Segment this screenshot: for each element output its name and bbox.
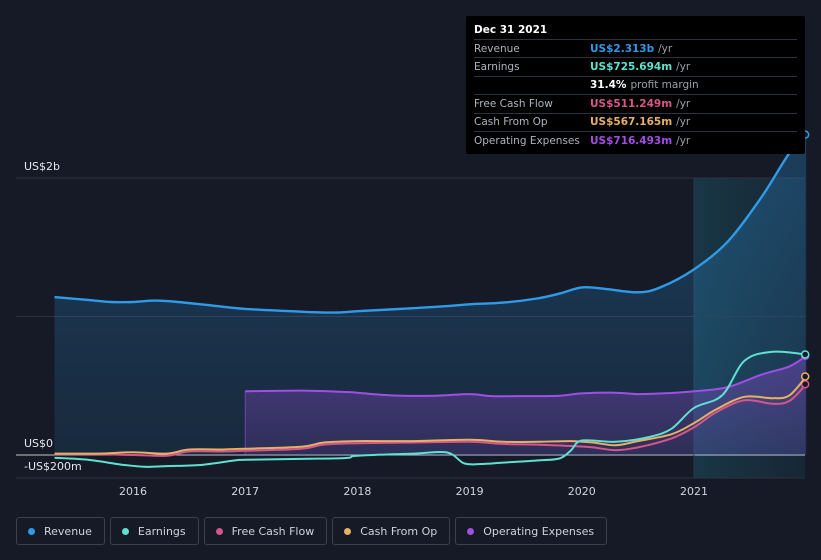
legend-dot-icon	[28, 527, 35, 535]
legend-dot-icon	[344, 527, 352, 535]
legend-item-revenue[interactable]: Revenue	[16, 517, 105, 545]
tooltip-value: US$511.249m	[590, 97, 673, 110]
legend-label: Earnings	[137, 524, 186, 538]
tooltip-value: US$2.313b	[590, 42, 655, 55]
tooltip-unit: /yr	[676, 134, 691, 147]
x-tick-label: 2017	[231, 485, 259, 498]
tooltip-unit: /yr	[658, 42, 673, 55]
tooltip-value: US$725.694m	[590, 61, 673, 74]
x-tick-label: 2019	[456, 485, 484, 498]
revenue-area	[54, 134, 807, 455]
legend-item-cash-from-op[interactable]: Cash From Op	[332, 517, 451, 545]
legend-dot-icon	[215, 527, 223, 535]
earnings-line	[54, 350, 807, 468]
tooltip-unit: /yr	[676, 116, 691, 129]
revenue-line	[54, 133, 808, 314]
tooltip-unit: profit margin	[630, 79, 699, 92]
tooltip-label: Operating Expenses	[474, 134, 580, 147]
legend-label: Cash From Op	[360, 524, 438, 538]
tooltip-label: Cash From Op	[474, 116, 548, 129]
tooltip-panel: Dec 31 2021 Revenue US$2.313b /yr Earnin…	[466, 16, 805, 154]
tooltip-value: US$716.493m	[590, 134, 673, 147]
x-tick-label: 2016	[119, 485, 147, 498]
legend-dot-icon	[467, 527, 475, 535]
x-tick-label: 2018	[343, 485, 371, 498]
free-cash-flow-line	[54, 383, 807, 457]
tooltip-row-operating-expenses: Operating Expenses US$716.493m /yr	[474, 132, 797, 149]
tooltip-label: Free Cash Flow	[474, 97, 553, 110]
tooltip-value: 31.4%	[590, 79, 627, 92]
legend-item-operating-expenses[interactable]: Operating Expenses	[455, 517, 608, 545]
cash-from-op-line	[54, 375, 807, 455]
tooltip-label: Earnings	[474, 61, 520, 74]
legend-dot-icon	[121, 527, 129, 535]
x-tick-label: 2021	[680, 485, 708, 498]
tooltip-row-earnings: Earnings US$725.694m /yr	[474, 58, 797, 77]
legend-item-earnings[interactable]: Earnings	[109, 517, 199, 545]
free-cash-flow-end-marker[interactable]	[800, 379, 810, 389]
x-tick-label: 2020	[568, 485, 596, 498]
y-tick-label: US$0	[24, 437, 53, 450]
earnings-end-marker[interactable]	[800, 350, 810, 359]
legend: Revenue Earnings Free Cash Flow Cash Fro…	[16, 517, 608, 545]
tooltip-unit: /yr	[676, 97, 691, 110]
tooltip-value: US$567.165m	[590, 116, 673, 129]
tooltip-date: Dec 31 2021	[474, 23, 797, 40]
tooltip-unit: /yr	[676, 61, 691, 74]
tooltip-row-revenue: Revenue US$2.313b /yr	[474, 40, 797, 59]
legend-label: Free Cash Flow	[231, 524, 315, 538]
tooltip-label: Revenue	[474, 42, 520, 55]
tooltip-row-profit-margin: 31.4% profit margin	[474, 77, 797, 96]
tooltip-row-cash-from-op: Cash From Op US$567.165m /yr	[474, 114, 797, 132]
operating-expenses-area	[245, 355, 807, 455]
cash-from-op-end-marker[interactable]	[800, 372, 810, 381]
legend-item-free-cash-flow[interactable]: Free Cash Flow	[203, 517, 328, 545]
y-tick-label: US$2b	[24, 160, 60, 173]
legend-label: Revenue	[44, 524, 92, 538]
tooltip-row-free-cash-flow: Free Cash Flow US$511.249m /yr	[474, 95, 797, 114]
y-tick-label: -US$200m	[24, 460, 82, 473]
legend-label: Operating Expenses	[483, 524, 595, 538]
